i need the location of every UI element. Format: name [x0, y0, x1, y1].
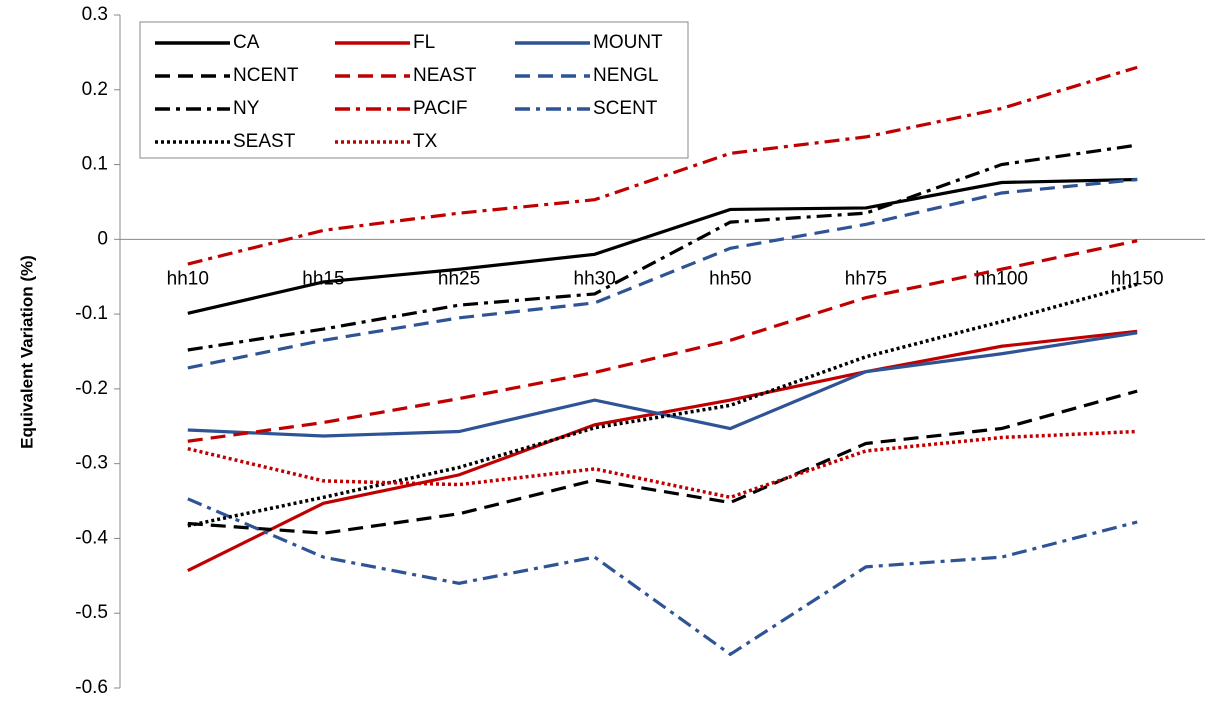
- legend-label: NENGL: [593, 65, 658, 86]
- series-line: [187, 177, 1138, 315]
- series-line: [187, 143, 1138, 352]
- legend-label: SCENT: [593, 98, 658, 119]
- y-tick-label: -0.4: [75, 527, 108, 548]
- y-tick-label: 0.1: [82, 154, 108, 175]
- series-line: [187, 497, 1138, 657]
- legend-label: SEAST: [233, 131, 296, 152]
- y-tick-label: -0.2: [75, 378, 108, 399]
- x-tick-label: hh75: [845, 268, 887, 289]
- series-line: [187, 429, 1138, 500]
- series-line: [187, 331, 1138, 438]
- y-tick-label: -0.5: [75, 602, 108, 623]
- y-tick-label: 0.3: [82, 4, 108, 25]
- y-tick-label: -0.6: [75, 677, 108, 698]
- legend-label: NEAST: [413, 65, 477, 86]
- series-line: [187, 177, 1138, 370]
- y-tick-label: 0: [97, 228, 108, 249]
- legend-label: MOUNT: [593, 32, 663, 53]
- legend-box: [139, 21, 689, 159]
- y-tick-label: 0.2: [82, 79, 108, 100]
- legend-label: TX: [413, 131, 438, 152]
- legend-label: NY: [233, 98, 260, 119]
- series-line: [187, 282, 1138, 528]
- legend-label: CA: [233, 32, 260, 53]
- x-tick-label: hh10: [167, 268, 209, 289]
- y-tick-label: -0.1: [75, 303, 108, 324]
- y-axis-title: Equivalent Variation (%): [17, 255, 36, 449]
- series-line: [187, 389, 1138, 535]
- x-tick-label: hh25: [438, 268, 480, 289]
- series-line: [187, 239, 1138, 443]
- legend-label: NCENT: [233, 65, 299, 86]
- x-tick-label: hh30: [574, 268, 616, 289]
- legend-label: PACIF: [413, 98, 468, 119]
- x-tick-label: hh150: [1111, 268, 1164, 289]
- y-tick-label: -0.3: [75, 453, 108, 474]
- x-tick-label: hh50: [709, 268, 751, 289]
- series-line: [187, 65, 1138, 266]
- legend-label: FL: [413, 32, 435, 53]
- series-line: [187, 329, 1138, 573]
